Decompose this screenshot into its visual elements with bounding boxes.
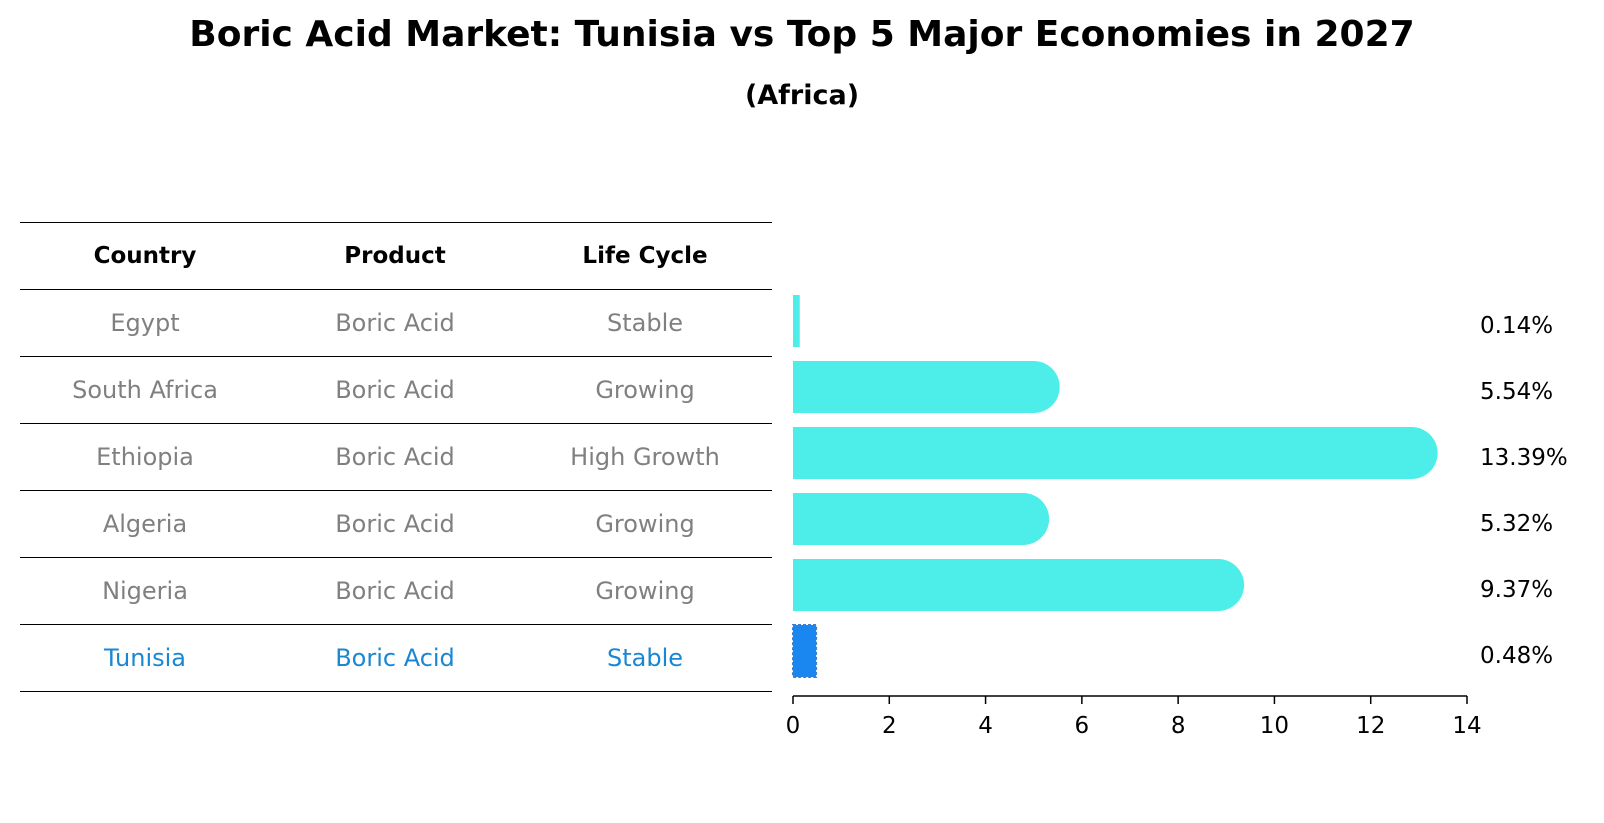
bar-ethiopia [793, 427, 1438, 479]
value-label-south-africa: 5.54% [1480, 379, 1553, 405]
x-tick-label: 12 [1356, 713, 1385, 739]
product-cell: Boric Acid [335, 309, 455, 337]
bar-egypt [793, 295, 800, 347]
table-row: Nigeria Boric Acid Growing [20, 557, 772, 624]
life-cycle-cell: Stable [606, 644, 684, 672]
bar-tunisia [792, 624, 818, 678]
table-row: South Africa Boric Acid Growing [20, 356, 772, 423]
product-cell: Boric Acid [335, 510, 455, 538]
life-cycle-cell: Growing [595, 376, 695, 404]
x-tick-label: 10 [1260, 713, 1289, 739]
x-tick-label: 6 [1075, 713, 1090, 739]
table-row-highlight: Tunisia Boric Acid Stable [20, 624, 772, 692]
header-country: Country [93, 243, 197, 269]
value-label-tunisia: 0.48% [1480, 643, 1553, 669]
value-label-ethiopia: 13.39% [1480, 445, 1568, 471]
x-tick-label: 0 [786, 713, 801, 739]
x-tick-label: 8 [1171, 713, 1186, 739]
data-table: Country Product Life Cycle Egypt Boric A… [20, 222, 772, 692]
life-cycle-cell: High Growth [570, 443, 720, 471]
bar-nigeria [793, 559, 1245, 611]
x-tick-label: 14 [1452, 713, 1481, 739]
country-cell: South Africa [72, 376, 218, 404]
product-cell: Boric Acid [335, 577, 455, 605]
country-cell: Egypt [110, 309, 180, 337]
value-label-egypt: 0.14% [1480, 313, 1553, 339]
country-cell: Ethiopia [96, 443, 194, 471]
header-life-cycle: Life Cycle [582, 243, 708, 269]
life-cycle-cell: Stable [606, 309, 684, 337]
bar-south-africa [793, 361, 1060, 413]
table-row: Algeria Boric Acid Growing [20, 490, 772, 557]
chart-subtitle: (Africa) [744, 80, 860, 111]
table-row: Ethiopia Boric Acid High Growth [20, 423, 772, 490]
bar-algeria [793, 493, 1050, 545]
life-cycle-cell: Growing [595, 510, 695, 538]
table-row: Egypt Boric Acid Stable [20, 289, 772, 356]
value-label-algeria: 5.32% [1480, 511, 1553, 537]
header-product: Product [344, 243, 446, 269]
table-header-row: Country Product Life Cycle [20, 222, 772, 289]
x-tick-label: 2 [882, 713, 897, 739]
country-cell: Algeria [102, 510, 188, 538]
country-cell: Tunisia [104, 644, 186, 672]
value-label-nigeria: 9.37% [1480, 577, 1553, 603]
x-tick-label: 4 [978, 713, 993, 739]
life-cycle-cell: Growing [595, 577, 695, 605]
product-cell: Boric Acid [335, 376, 455, 404]
product-cell: Boric Acid [335, 443, 455, 471]
product-cell: Boric Acid [335, 644, 455, 672]
country-cell: Nigeria [102, 577, 188, 605]
chart-title: Boric Acid Market: Tunisia vs Top 5 Majo… [189, 14, 1415, 55]
